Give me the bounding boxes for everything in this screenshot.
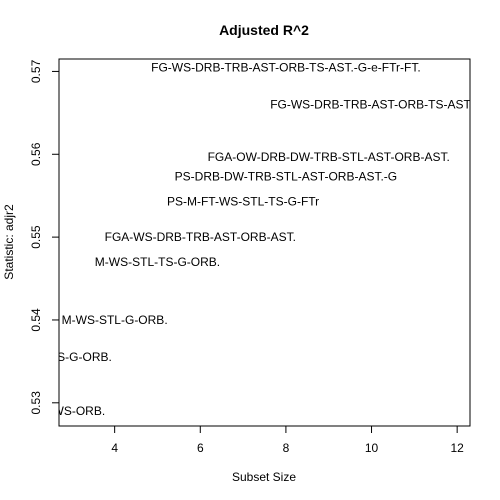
y-tick-label: 0.53 <box>29 391 43 415</box>
x-tick-label: 10 <box>365 441 379 455</box>
point-label: FG-WS-DRB-TRB-AST-ORB-TS-AST.-G-e-FTr-FT… <box>151 60 421 74</box>
point-label: FGA-OW-DRB-DW-TRB-STL-AST-ORB-AST. <box>208 150 450 164</box>
point-label: PS-M-FT-WS-STL-TS-G-FTr <box>167 194 319 208</box>
y-tick-label: 0.57 <box>29 59 43 83</box>
point-label: FG-WS-DRB-TRB-AST-ORB-TS-AST. <box>270 98 473 112</box>
plot-area <box>58 58 471 427</box>
x-axis-title: Subset Size <box>232 470 296 484</box>
x-axis: 4 6 8 10 12 <box>111 426 464 455</box>
y-tick-label: 0.55 <box>29 225 43 249</box>
x-tick-label: 8 <box>283 441 290 455</box>
y-axis-title: Statistic: adjr2 <box>2 204 16 280</box>
point-label: PS-DRB-DW-TRB-STL-AST-ORB-AST.-G <box>175 170 397 184</box>
x-tick-label: 12 <box>450 441 464 455</box>
y-axis: 0.53 0.54 0.55 0.56 0.57 <box>29 59 59 414</box>
chart-title: Adjusted R^2 <box>219 22 309 38</box>
y-tick-label: 0.56 <box>29 142 43 166</box>
point-label: FGA-WS-DRB-TRB-AST-ORB-AST. <box>105 230 296 244</box>
point-label: M-WS-STL-G-ORB. <box>62 313 168 327</box>
y-tick-label: 0.54 <box>29 308 43 332</box>
x-tick-label: 4 <box>111 441 118 455</box>
point-label: M-WS-STL-TS-G-ORB. <box>95 255 220 269</box>
point-label: M-WS-G-ORB. <box>32 350 112 364</box>
point-label: M-WS-ORB. <box>39 404 106 418</box>
point-labels: M-WS-ORB. M-WS-G-ORB. M-WS-STL-G-ORB. M-WS-… <box>32 60 473 418</box>
x-tick-label: 6 <box>197 441 204 455</box>
